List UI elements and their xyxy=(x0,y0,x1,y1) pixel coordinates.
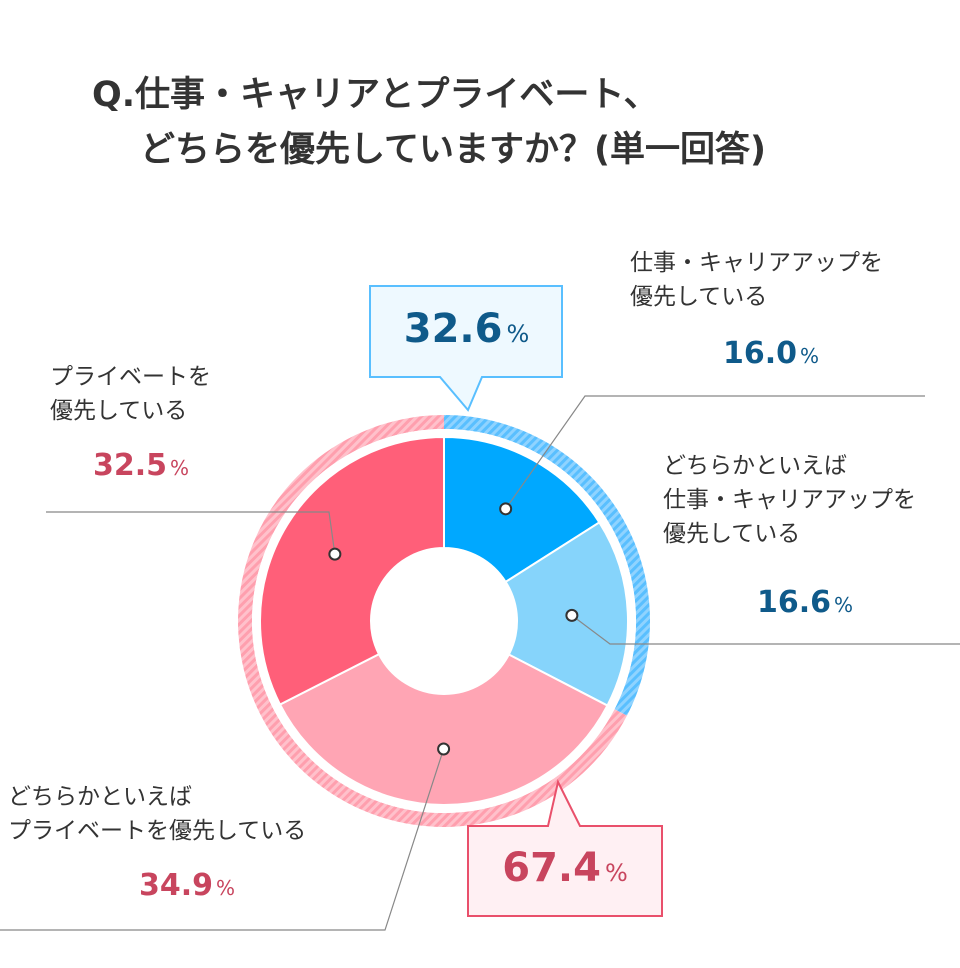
leader-line-1 xyxy=(571,614,960,645)
slice-label-line: 優先している xyxy=(663,521,801,547)
slice-label-line: 仕事・キャリアアップを xyxy=(663,487,916,513)
leader-marker-1 xyxy=(565,608,579,622)
leader-marker-0 xyxy=(499,502,513,516)
callout-box-private xyxy=(467,779,663,917)
leader-line-0 xyxy=(505,395,925,510)
slice-label-private-leaning: どちらかといえばプライベートを優先している xyxy=(8,780,306,848)
slice-label-line: 優先している xyxy=(50,398,188,424)
leader-marker-2 xyxy=(437,742,451,756)
callout-box-career xyxy=(369,285,563,412)
slice-label-line: どちらかといえば xyxy=(8,784,192,810)
chart-title-line1: Q.仕事・キャリアとプライベート、 xyxy=(92,75,659,115)
callout-career-total: 32.6% xyxy=(403,306,530,352)
leader-line-3 xyxy=(46,511,336,555)
leader-line-2 xyxy=(0,748,445,931)
slice-label-line: プライベートを優先している xyxy=(8,818,307,844)
leader-marker-3 xyxy=(328,547,342,561)
slice-label-line: プライベートを xyxy=(50,364,211,390)
chart-title-line2: どちらを優先していますか？(単一回答) xyxy=(140,130,766,170)
slice-label-career-leaning: どちらかといえば仕事・キャリアアップを 優先している xyxy=(663,449,916,551)
slice-label-line: 優先している xyxy=(630,284,768,310)
slice-value-private-first: 32.5% xyxy=(93,448,190,483)
slice-label-career-first: 仕事・キャリアアップを 優先している xyxy=(630,246,883,314)
callout-private-total: 67.4% xyxy=(502,845,628,891)
slice-label-line: どちらかといえば xyxy=(663,453,847,479)
donut-hole xyxy=(371,548,517,694)
slice-value-career-first: 16.0% xyxy=(723,336,820,371)
slice-value-private-leaning: 34.9% xyxy=(139,868,236,903)
slice-label-private-first: プライベートを 優先している xyxy=(50,360,211,428)
slice-value-career-leaning: 16.6% xyxy=(757,585,854,620)
outer-ring-career xyxy=(444,415,651,716)
slice-label-line: 仕事・キャリアアップを xyxy=(630,250,883,276)
ring-gap xyxy=(252,429,636,813)
